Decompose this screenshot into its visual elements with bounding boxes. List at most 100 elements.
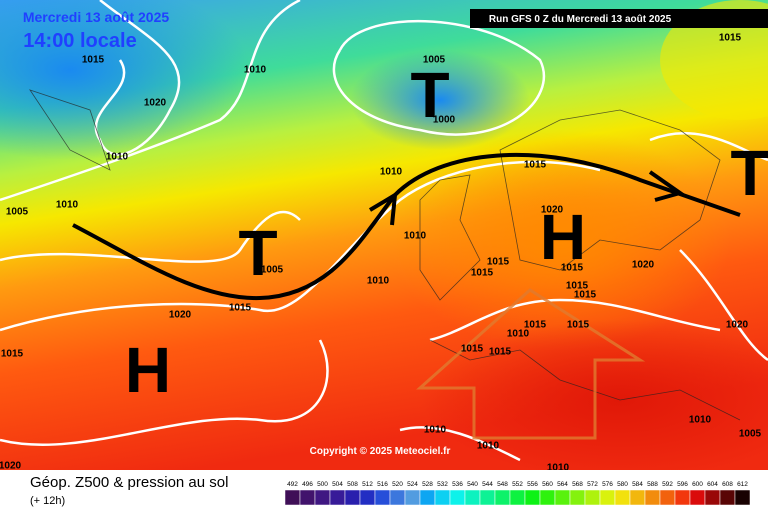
scale-swatch bbox=[314, 489, 331, 506]
isobar-label: 1015 bbox=[561, 263, 584, 274]
isobar-label: 1020 bbox=[726, 320, 749, 331]
scale-swatch bbox=[299, 489, 316, 506]
scale-swatch bbox=[479, 489, 496, 506]
isobar-label: 1010 bbox=[404, 231, 427, 242]
scale-label: 524 bbox=[407, 481, 418, 488]
isobar-label: 1010 bbox=[477, 441, 500, 452]
isobar-label: 1015 bbox=[1, 349, 24, 360]
isobar-label: 1015 bbox=[567, 320, 590, 331]
scale-swatch bbox=[419, 489, 436, 506]
scale-swatch bbox=[509, 489, 526, 506]
isobar-label: 1010 bbox=[689, 415, 712, 426]
isobar-label: 1020 bbox=[144, 98, 167, 109]
copyright: Copyright © 2025 Meteociel.fr bbox=[310, 446, 451, 457]
isobar-label: 1010 bbox=[547, 463, 570, 474]
scale-label: 540 bbox=[467, 481, 478, 488]
pressure-system: T bbox=[238, 217, 277, 289]
scale-swatch bbox=[554, 489, 571, 506]
isobar-label: 1005 bbox=[739, 429, 762, 440]
isobar-label: 1015 bbox=[471, 268, 494, 279]
isobar-label: 1015 bbox=[524, 160, 547, 171]
isobar-label: 1015 bbox=[489, 347, 512, 358]
scale-label: 516 bbox=[377, 481, 388, 488]
isobar-label: 1015 bbox=[82, 55, 105, 66]
isobar-label: 1010 bbox=[380, 167, 403, 178]
isobar-label: 1005 bbox=[423, 55, 446, 66]
scale-label: 508 bbox=[347, 481, 358, 488]
scale-label: 492 bbox=[287, 481, 298, 488]
isobar-label: 1010 bbox=[367, 276, 390, 287]
isobar-label: 1015 bbox=[524, 320, 547, 331]
scale-label: 560 bbox=[542, 481, 553, 488]
scale-label: 556 bbox=[527, 481, 538, 488]
scale-swatch bbox=[494, 489, 511, 506]
scale-swatch bbox=[674, 489, 691, 506]
isobar-label: 1015 bbox=[719, 33, 742, 44]
footer-lead: (+ 12h) bbox=[30, 495, 65, 507]
scale-swatch bbox=[599, 489, 616, 506]
scale-swatch bbox=[344, 489, 361, 506]
scale-swatch bbox=[449, 489, 466, 506]
scale-label: 564 bbox=[557, 481, 568, 488]
scale-label: 608 bbox=[722, 481, 733, 488]
isobar-labels: 1015102010101005101010101005100010101015… bbox=[0, 33, 768, 474]
date: Mercredi 13 août 2025 bbox=[23, 9, 170, 25]
isobar-label: 1010 bbox=[56, 200, 79, 211]
scale-label: 592 bbox=[662, 481, 673, 488]
footer-title: Géop. Z500 & pression au sol bbox=[30, 474, 228, 491]
scale-label: 576 bbox=[602, 481, 613, 488]
scale-label: 584 bbox=[632, 481, 643, 488]
scale-swatch bbox=[524, 489, 541, 506]
scale-label: 604 bbox=[707, 481, 718, 488]
scale-swatch bbox=[659, 489, 676, 506]
color-scale: 492 496 500 504 508 512 516 520 524 528 532 536 540 5… bbox=[284, 481, 751, 506]
scale-label: 612 bbox=[737, 481, 748, 488]
scale-label: 544 bbox=[482, 481, 493, 488]
scale-label: 520 bbox=[392, 481, 403, 488]
isobar-label: 1000 bbox=[433, 115, 456, 126]
scale-swatch bbox=[704, 489, 721, 506]
pressure-system: H bbox=[125, 334, 171, 406]
isobar-label: 1005 bbox=[6, 207, 29, 218]
pressure-system: T bbox=[410, 59, 449, 131]
scale-label: 512 bbox=[362, 481, 373, 488]
scale-label: 532 bbox=[437, 481, 448, 488]
scale-swatch bbox=[389, 489, 406, 506]
scale-label: 504 bbox=[332, 481, 343, 488]
scale-label: 536 bbox=[452, 481, 463, 488]
scale-swatch bbox=[374, 489, 391, 506]
scale-label: 588 bbox=[647, 481, 658, 488]
scale-swatch bbox=[404, 489, 421, 506]
isobar-label: 1020 bbox=[632, 260, 655, 271]
isobar-label: 1020 bbox=[169, 310, 192, 321]
scale-swatch bbox=[584, 489, 601, 506]
isobar-label: 1015 bbox=[487, 257, 510, 268]
isobar-label: 1010 bbox=[106, 152, 129, 163]
isobar-label: 1015 bbox=[574, 290, 597, 301]
scale-swatch bbox=[629, 489, 646, 506]
scale-swatch bbox=[734, 489, 751, 506]
scale-swatch bbox=[284, 489, 301, 506]
pressure-system: H bbox=[540, 201, 586, 273]
time: 14:00 locale bbox=[23, 30, 136, 52]
scale-label: 552 bbox=[512, 481, 523, 488]
scale-swatch bbox=[329, 489, 346, 506]
scale-swatch bbox=[644, 489, 661, 506]
scale-swatch bbox=[359, 489, 376, 506]
isobar-label: 1015 bbox=[229, 303, 252, 314]
isobar-label: 1010 bbox=[507, 329, 530, 340]
scale-label: 580 bbox=[617, 481, 628, 488]
scale-label: 596 bbox=[677, 481, 688, 488]
scale-swatch bbox=[689, 489, 706, 506]
scale-swatch bbox=[434, 489, 451, 506]
isobar-label: 1005 bbox=[261, 265, 284, 276]
isobar-label: 1015 bbox=[566, 281, 589, 292]
scale-label: 572 bbox=[587, 481, 598, 488]
isobar-label: 1010 bbox=[424, 425, 447, 436]
isobar-label: 1010 bbox=[244, 65, 267, 76]
scale-swatch bbox=[569, 489, 586, 506]
run-info: Run GFS 0 Z du Mercredi 13 août 2025 bbox=[489, 14, 672, 25]
scale-label: 500 bbox=[317, 481, 328, 488]
scale-swatch bbox=[614, 489, 631, 506]
